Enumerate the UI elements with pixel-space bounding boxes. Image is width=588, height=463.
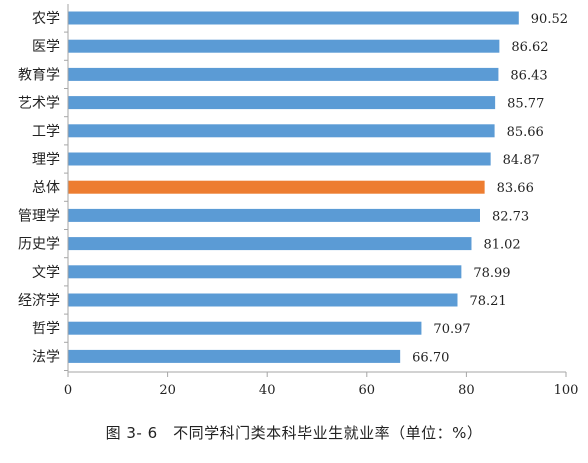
category-label: 哲学: [32, 321, 60, 337]
data-label: 78.99: [473, 266, 510, 281]
data-label: 70.97: [433, 322, 470, 337]
x-tick-label: 0: [64, 383, 72, 398]
bar: [68, 321, 422, 335]
category-label: 总体: [32, 180, 60, 196]
bar: [68, 67, 499, 81]
category-label: 管理学: [18, 208, 60, 224]
x-tick-label: 80: [458, 383, 475, 398]
bar: [68, 124, 495, 138]
bar: [68, 265, 462, 279]
bar: [68, 152, 491, 166]
category-label: 农学: [32, 11, 60, 27]
category-label: 经济学: [18, 293, 60, 309]
bar: [68, 237, 472, 251]
data-label: 81.02: [483, 238, 520, 253]
data-label: 84.87: [503, 153, 540, 168]
bar: [68, 96, 496, 110]
category-label: 法学: [32, 349, 60, 365]
data-label: 86.62: [511, 40, 548, 55]
category-label: 工学: [32, 124, 60, 140]
category-label: 教育学: [18, 67, 60, 83]
data-label: 66.70: [412, 350, 449, 365]
data-label: 85.66: [507, 125, 544, 140]
data-label: 86.43: [510, 68, 547, 83]
x-tick-label: 20: [159, 383, 176, 398]
data-label: 83.66: [497, 181, 534, 196]
x-tick-label: 60: [359, 383, 376, 398]
bar: [68, 349, 401, 363]
bar: [68, 208, 480, 222]
data-label: 85.77: [507, 97, 544, 112]
category-label: 历史学: [18, 237, 60, 253]
bar-highlight: [68, 180, 485, 194]
category-label: 艺术学: [18, 96, 60, 112]
bar: [68, 11, 519, 25]
bar: [68, 39, 500, 53]
bar: [68, 293, 458, 307]
category-label: 医学: [32, 39, 60, 55]
x-tick-label: 40: [259, 383, 276, 398]
category-label: 理学: [32, 152, 60, 168]
chart-title: 图 3- 6 不同学科门类本科毕业生就业率（单位：%）: [105, 424, 483, 442]
x-tick-label: 100: [554, 383, 579, 398]
data-label: 90.52: [531, 12, 568, 27]
bar-chart: 0 20 40 60 80 100 农学 90.52 医学 86.62 教育学 86.43 艺术学 85.…: [18, 4, 579, 398]
data-label: 82.73: [492, 209, 529, 224]
category-label: 文学: [32, 265, 60, 281]
data-label: 78.21: [469, 294, 506, 309]
